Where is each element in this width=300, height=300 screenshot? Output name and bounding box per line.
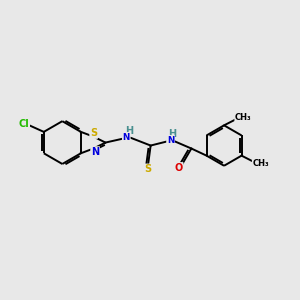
Text: Cl: Cl — [19, 118, 29, 128]
Text: N: N — [123, 133, 130, 142]
Text: S: S — [144, 164, 151, 174]
Text: H: H — [125, 126, 133, 136]
Text: N: N — [91, 147, 99, 157]
Text: CH₃: CH₃ — [253, 160, 269, 169]
Text: H: H — [168, 129, 176, 139]
Text: S: S — [90, 128, 97, 138]
Text: O: O — [175, 163, 183, 173]
Text: N: N — [167, 136, 174, 145]
Text: CH₃: CH₃ — [235, 112, 252, 122]
